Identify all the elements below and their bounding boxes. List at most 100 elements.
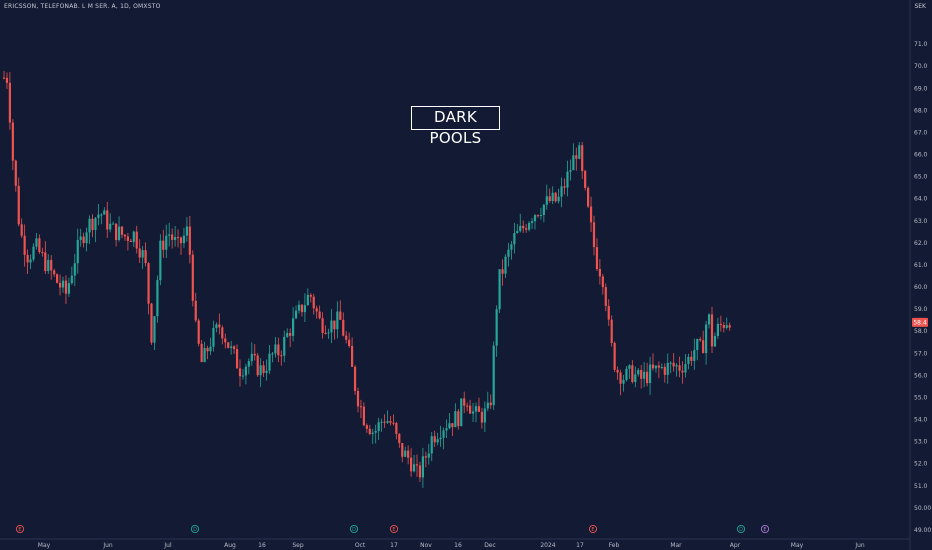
candle-body [150,303,153,343]
candle-body [592,222,596,248]
candle-body [318,311,321,319]
candle-body [159,240,162,281]
candle-body [312,296,315,309]
candle-body [581,145,584,171]
candle-body [678,365,681,371]
candle-body [70,275,73,284]
event-marker-E[interactable]: E [389,524,399,534]
price-axis[interactable]: 49.00 50.00 51.0 52.0 53.0 54.0 55.0 56.0 57.0 58… [914,41,931,534]
candle-body [135,231,138,249]
candle-body [88,218,91,233]
candle-body [61,280,65,288]
candle-body [719,323,722,325]
event-marker-D[interactable]: D [736,524,746,534]
candle-body [76,239,79,264]
candle-body [26,254,29,263]
candle-body [235,349,239,369]
candle-body [297,304,301,311]
candle-body [218,324,221,328]
candle-body [294,310,298,319]
x-tick-label: Jul [163,542,172,549]
event-marker-D[interactable]: D [349,524,359,534]
candle-body [336,311,339,330]
candle-body [533,215,537,222]
candle-body [265,370,268,373]
candle-body [684,363,687,373]
candle-body [97,214,100,219]
event-marker-ring [389,524,399,534]
candle-body [233,346,236,350]
candle-body [404,450,407,457]
candle-body [117,226,121,241]
candle-body [657,365,660,368]
candle-body [545,196,548,205]
candle-body [560,186,563,197]
candle-body [433,436,436,443]
candle-body [103,210,106,215]
candle-body [389,421,392,423]
candle-body [575,155,578,159]
candle-body [646,371,649,384]
candle-body [598,268,601,277]
last-price-marker: 58.4 [912,317,928,327]
candle-body [306,294,309,306]
candle-body [643,371,646,379]
candle-body [589,206,593,223]
candle-body [383,421,386,423]
candle-body [377,422,380,431]
candle-body [94,218,97,231]
candle-body [64,280,68,294]
candle-body [613,342,616,370]
event-marker-E[interactable]: E [588,524,598,534]
candle-body [528,222,531,230]
candle-body [584,170,587,188]
time-axis[interactable]: May Jun Jul Aug 16 Sep Oct 17 Nov 16 Dec 2024 17 Feb M… [38,542,865,549]
candle-body [289,333,292,336]
candle-body [466,405,469,407]
candle-body [259,365,262,376]
candle-body [14,160,17,186]
candle-body [315,308,318,312]
candle-body [274,344,277,354]
candle-body [91,218,94,231]
candle-body [469,405,472,414]
candle-body [601,276,604,288]
event-marker-letter: E [591,527,594,533]
candle-body [410,457,413,472]
candle-body [702,340,705,354]
candle-body [212,328,215,347]
candle-body [224,338,227,343]
candle-body [191,254,194,301]
candle-body [73,263,76,276]
candle-body [716,323,719,336]
candle-body [510,244,513,250]
x-tick-label: 17 [390,542,398,549]
candle-body [722,324,725,328]
candle-body [262,365,265,373]
candle-body [171,234,174,240]
candle-body [666,362,669,375]
candle-body [221,327,224,339]
candle-body [489,402,492,406]
y-tick-label: 53.0 [914,439,928,446]
candle-body [44,252,47,272]
candle-body [392,422,395,424]
x-tick-label: Dec [484,542,496,549]
event-marker-ring [190,524,200,534]
event-marker-D[interactable]: D [190,524,200,534]
candle-body [407,450,410,458]
x-tick-label: Oct [355,542,366,549]
y-tick-label: 67.0 [914,129,928,136]
x-tick-label: 17 [576,542,584,549]
event-marker-E[interactable]: E [15,524,25,534]
candle-body [439,437,442,440]
candle-body [415,464,419,466]
candle-body [448,423,451,429]
candle-body [710,314,714,347]
candle-body [35,238,38,247]
grid [0,0,911,550]
y-tick-label: 58.0 [914,328,928,335]
event-marker-E[interactable]: E [760,524,770,534]
candle-body [238,368,242,377]
